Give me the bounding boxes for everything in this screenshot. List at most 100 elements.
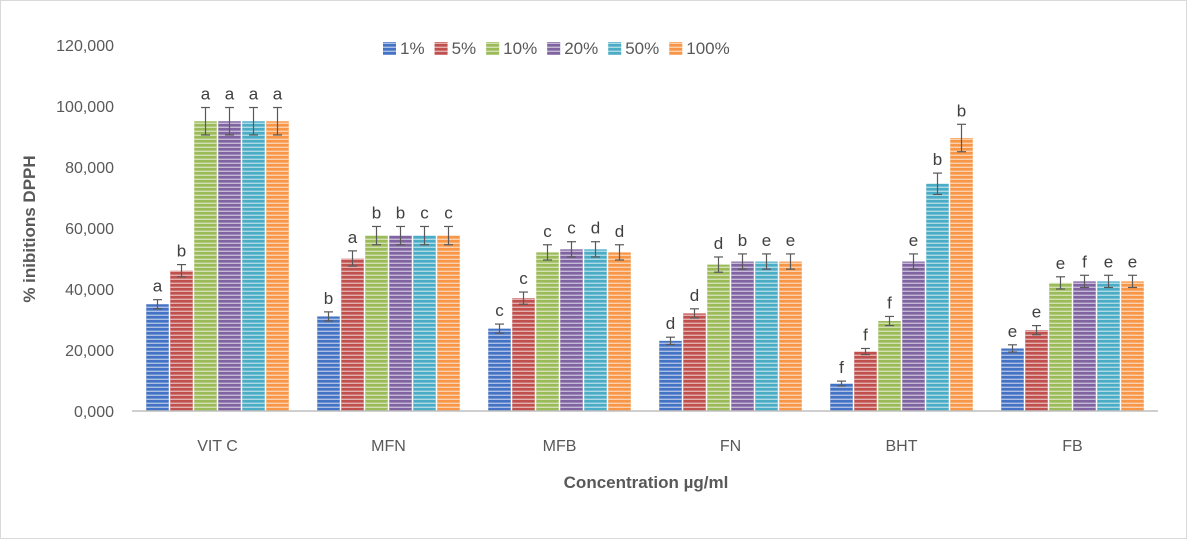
data-label: b <box>933 150 942 169</box>
bar-stripes <box>779 261 802 411</box>
y-tick-label: 80,000 <box>65 160 114 177</box>
data-label: e <box>1128 252 1137 271</box>
bar-stripes <box>683 313 706 411</box>
bar-stripes <box>146 304 169 411</box>
x-tick-label: FB <box>1062 438 1082 455</box>
legend-item: 1% <box>383 39 425 58</box>
bar-stripes <box>170 270 193 411</box>
legend-swatch-stripes <box>608 42 622 55</box>
bar-stripes <box>1025 330 1048 411</box>
data-label: a <box>273 85 283 104</box>
data-label: b <box>396 203 405 222</box>
legend-label: 5% <box>452 39 477 58</box>
data-label: e <box>909 231 918 250</box>
bar-stripes <box>731 261 754 411</box>
x-axis-title: Concentration µg/ml <box>564 473 729 492</box>
legend-swatch-stripes <box>383 42 396 55</box>
data-label: d <box>690 286 699 305</box>
x-tick-label: MFB <box>543 438 577 455</box>
data-label: c <box>420 203 429 222</box>
legend: 1% 5% 10% 20% 50% 100% <box>383 39 730 58</box>
legend-label: 50% <box>625 39 659 58</box>
bar-stripes <box>1049 282 1072 411</box>
y-tick-label: 40,000 <box>65 282 114 299</box>
legend-item: 10% <box>486 39 537 58</box>
legend-item: 20% <box>547 39 598 58</box>
bar-stripes <box>389 235 412 411</box>
data-label: e <box>762 231 771 250</box>
data-label: c <box>519 269 528 288</box>
legend-item: 5% <box>434 39 477 58</box>
data-label: c <box>567 219 576 238</box>
data-label: f <box>1082 252 1087 271</box>
data-label: b <box>957 101 966 120</box>
data-label: c <box>543 222 552 241</box>
y-axis-title: % inibitions DPPH <box>20 155 39 302</box>
bar-stripes <box>584 249 607 411</box>
y-axis: 0,000 20,000 40,000 60,000 80,000 100,000 120,… <box>56 38 114 421</box>
bar-stripes <box>1097 281 1120 411</box>
bar-stripes <box>512 298 535 411</box>
y-tick-label: 0,000 <box>74 404 114 421</box>
legend-swatch-stripes <box>669 42 683 55</box>
bar-stripes <box>242 121 265 411</box>
y-tick-label: 120,000 <box>56 38 114 55</box>
data-label: d <box>714 234 723 253</box>
x-tick-label: FN <box>720 438 741 455</box>
data-label: d <box>591 219 600 238</box>
data-label: b <box>372 203 381 222</box>
legend-swatch-stripes <box>434 42 448 55</box>
bar-stripes <box>218 121 241 411</box>
data-label: a <box>201 85 211 104</box>
bar-stripes <box>707 264 730 411</box>
data-label: f <box>839 358 844 377</box>
bar-stripes <box>194 121 217 411</box>
legend-swatch-stripes <box>486 42 500 55</box>
data-label: a <box>348 228 358 247</box>
bar-stripes <box>413 235 436 411</box>
bar-stripes <box>659 340 682 411</box>
data-label: b <box>177 242 186 261</box>
legend-label: 20% <box>564 39 598 58</box>
bar-stripes <box>830 383 853 411</box>
legend-label: 100% <box>686 39 729 58</box>
y-tick-label: 60,000 <box>65 221 114 238</box>
legend-swatch-stripes <box>547 42 561 55</box>
bar-stripes <box>902 261 925 411</box>
bar-stripes <box>608 252 631 411</box>
data-label: e <box>1032 303 1041 322</box>
data-label: a <box>153 277 163 296</box>
bar-stripes <box>266 121 289 411</box>
data-label: d <box>666 314 675 333</box>
bar-stripes <box>854 351 877 411</box>
bar-stripes <box>437 235 460 411</box>
bar-stripes <box>878 321 901 411</box>
bar-stripes <box>536 252 559 411</box>
data-label: e <box>1056 254 1065 273</box>
legend-label: 10% <box>503 39 537 58</box>
data-label: b <box>324 289 333 308</box>
data-label: a <box>225 85 235 104</box>
data-label: d <box>615 222 624 241</box>
bar-stripes <box>755 261 778 411</box>
x-tick-label: BHT <box>886 438 918 455</box>
data-label: e <box>786 231 795 250</box>
x-tick-label: MFN <box>371 438 406 455</box>
bar-stripes <box>950 138 973 411</box>
y-tick-label: 100,000 <box>56 99 114 116</box>
data-label: a <box>249 85 259 104</box>
legend-item: 50% <box>608 39 659 58</box>
legend-item: 100% <box>669 39 730 58</box>
y-tick-label: 20,000 <box>65 343 114 360</box>
bar-stripes <box>341 258 364 411</box>
data-label: f <box>887 293 892 312</box>
x-tick-label: VIT C <box>197 438 238 455</box>
data-label: c <box>495 301 504 320</box>
data-label: c <box>444 203 453 222</box>
bar-stripes <box>1001 348 1024 411</box>
bar-stripes <box>1121 281 1144 411</box>
data-label: f <box>863 325 868 344</box>
